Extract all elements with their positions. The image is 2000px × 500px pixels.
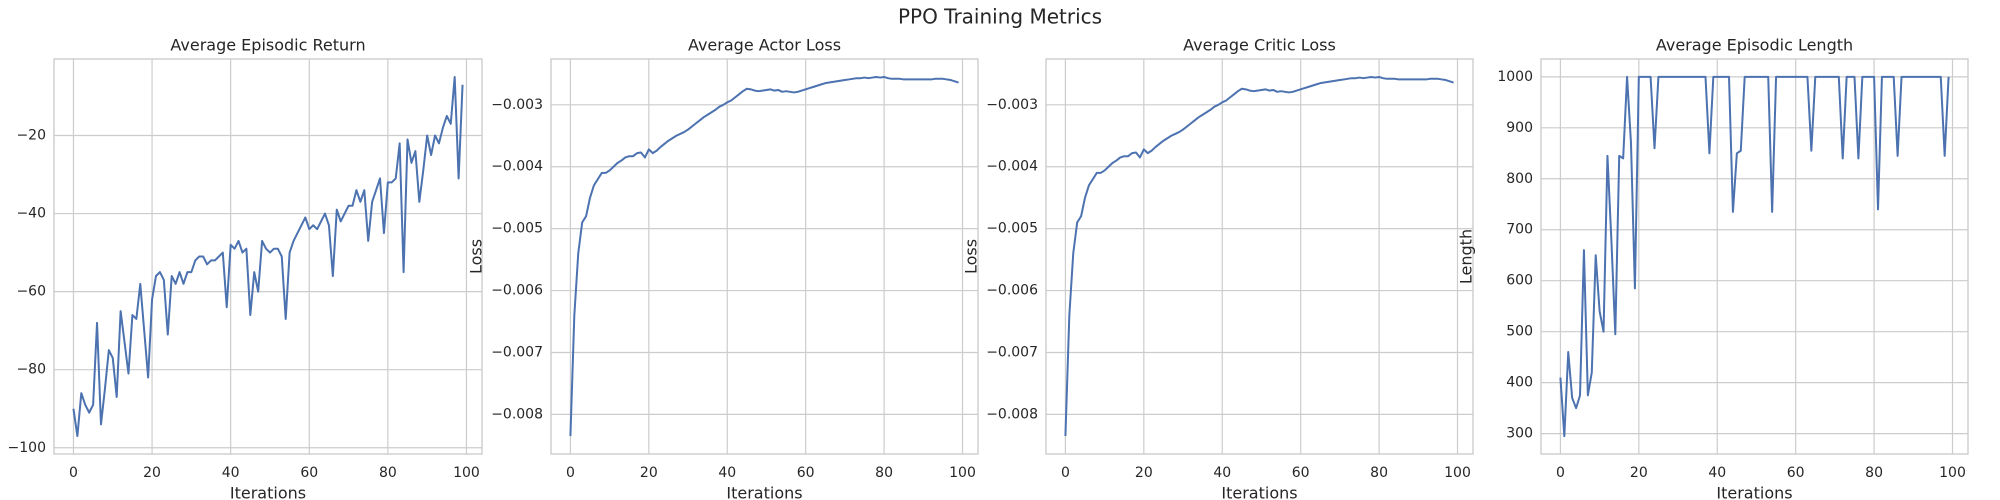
y-tick-label: −0.006 <box>491 283 543 299</box>
y-tick-label: −0.005 <box>986 221 1038 237</box>
axes-frame <box>1540 58 1969 455</box>
data-line <box>1064 75 1454 437</box>
x-tick-label: 60 <box>797 465 815 481</box>
x-tick-label: 0 <box>566 465 575 481</box>
subplot-title: Average Episodic Length <box>1656 36 1853 55</box>
y-axis-label: Loss <box>467 239 486 274</box>
x-tick-label: 0 <box>1556 465 1565 481</box>
y-tick-label: −80 <box>16 362 46 378</box>
axes-frame <box>550 58 979 455</box>
subplot: 300 400 500 600 700 800 900 1000 0 20 40 60 80 100 Ave… <box>1457 36 1969 500</box>
x-axis-label: Iterations <box>230 484 306 500</box>
subplot-title: Average Episodic Return <box>170 36 365 55</box>
y-axis-label: Length <box>1457 229 1476 284</box>
x-tick-label: 100 <box>1444 465 1471 481</box>
x-tick-label: 80 <box>1865 465 1883 481</box>
y-tick-label: −40 <box>16 206 46 222</box>
subplot-title: Average Critic Loss <box>1183 36 1336 55</box>
y-tick-label: 300 <box>1506 426 1533 442</box>
data-line <box>72 75 464 438</box>
y-tick-label: 500 <box>1506 324 1533 340</box>
x-tick-label: 40 <box>718 465 736 481</box>
x-tick-label: 0 <box>69 465 78 481</box>
x-tick-label: 0 <box>1061 465 1070 481</box>
y-tick-label: −100 <box>8 440 46 456</box>
x-axis-label: Iterations <box>726 484 802 500</box>
subplot: −0.008 −0.007 −0.006 −0.005 −0.004 −0.003 0 20 4… <box>467 36 979 500</box>
subplot: −100 −80 −60 −40 −20 0 20 40 60 80 100 Average Epis… <box>8 36 483 500</box>
axes-frame <box>53 58 483 455</box>
axes-frame <box>1045 58 1474 455</box>
subplot: −0.008 −0.007 −0.006 −0.005 −0.004 −0.003 0 20 4… <box>962 36 1474 500</box>
x-tick-label: 100 <box>949 465 976 481</box>
y-tick-label: 900 <box>1506 120 1533 136</box>
y-tick-label: −0.003 <box>491 97 543 113</box>
subplot-title: Average Actor Loss <box>688 36 841 55</box>
y-tick-label: −0.006 <box>986 283 1038 299</box>
y-tick-label: −20 <box>16 128 46 144</box>
x-tick-label: 20 <box>143 465 161 481</box>
x-tick-label: 100 <box>453 465 480 481</box>
y-tick-label: 700 <box>1506 222 1533 238</box>
y-tick-label: −0.007 <box>491 344 543 360</box>
figure-title: PPO Training Metrics <box>898 5 1102 29</box>
y-axis-label: Loss <box>962 239 981 274</box>
y-tick-label: 600 <box>1506 273 1533 289</box>
x-tick-label: 80 <box>1370 465 1388 481</box>
y-tick-label: −60 <box>16 284 46 300</box>
y-tick-label: −0.008 <box>491 406 543 422</box>
x-axis-label: Iterations <box>1716 484 1792 500</box>
x-axis-label: Iterations <box>1221 484 1297 500</box>
y-tick-label: −0.008 <box>986 406 1038 422</box>
x-tick-label: 20 <box>1630 465 1648 481</box>
x-tick-label: 100 <box>1939 465 1966 481</box>
y-tick-label: 800 <box>1506 171 1533 187</box>
x-tick-label: 40 <box>1213 465 1231 481</box>
x-tick-label: 60 <box>1292 465 1310 481</box>
data-line <box>569 75 959 437</box>
x-tick-label: 20 <box>1135 465 1153 481</box>
y-tick-label: −0.005 <box>491 221 543 237</box>
y-tick-label: −0.003 <box>986 97 1038 113</box>
y-tick-label: −0.004 <box>491 159 543 175</box>
x-tick-label: 60 <box>300 465 318 481</box>
x-tick-label: 80 <box>875 465 893 481</box>
x-tick-label: 80 <box>379 465 397 481</box>
x-tick-label: 60 <box>1787 465 1805 481</box>
x-tick-label: 40 <box>222 465 240 481</box>
x-tick-label: 20 <box>640 465 658 481</box>
data-line <box>1559 75 1950 438</box>
y-tick-label: −0.004 <box>986 159 1038 175</box>
x-tick-label: 40 <box>1708 465 1726 481</box>
y-tick-label: −0.007 <box>986 344 1038 360</box>
y-tick-label: 400 <box>1506 375 1533 391</box>
y-tick-label: 1000 <box>1497 69 1533 85</box>
